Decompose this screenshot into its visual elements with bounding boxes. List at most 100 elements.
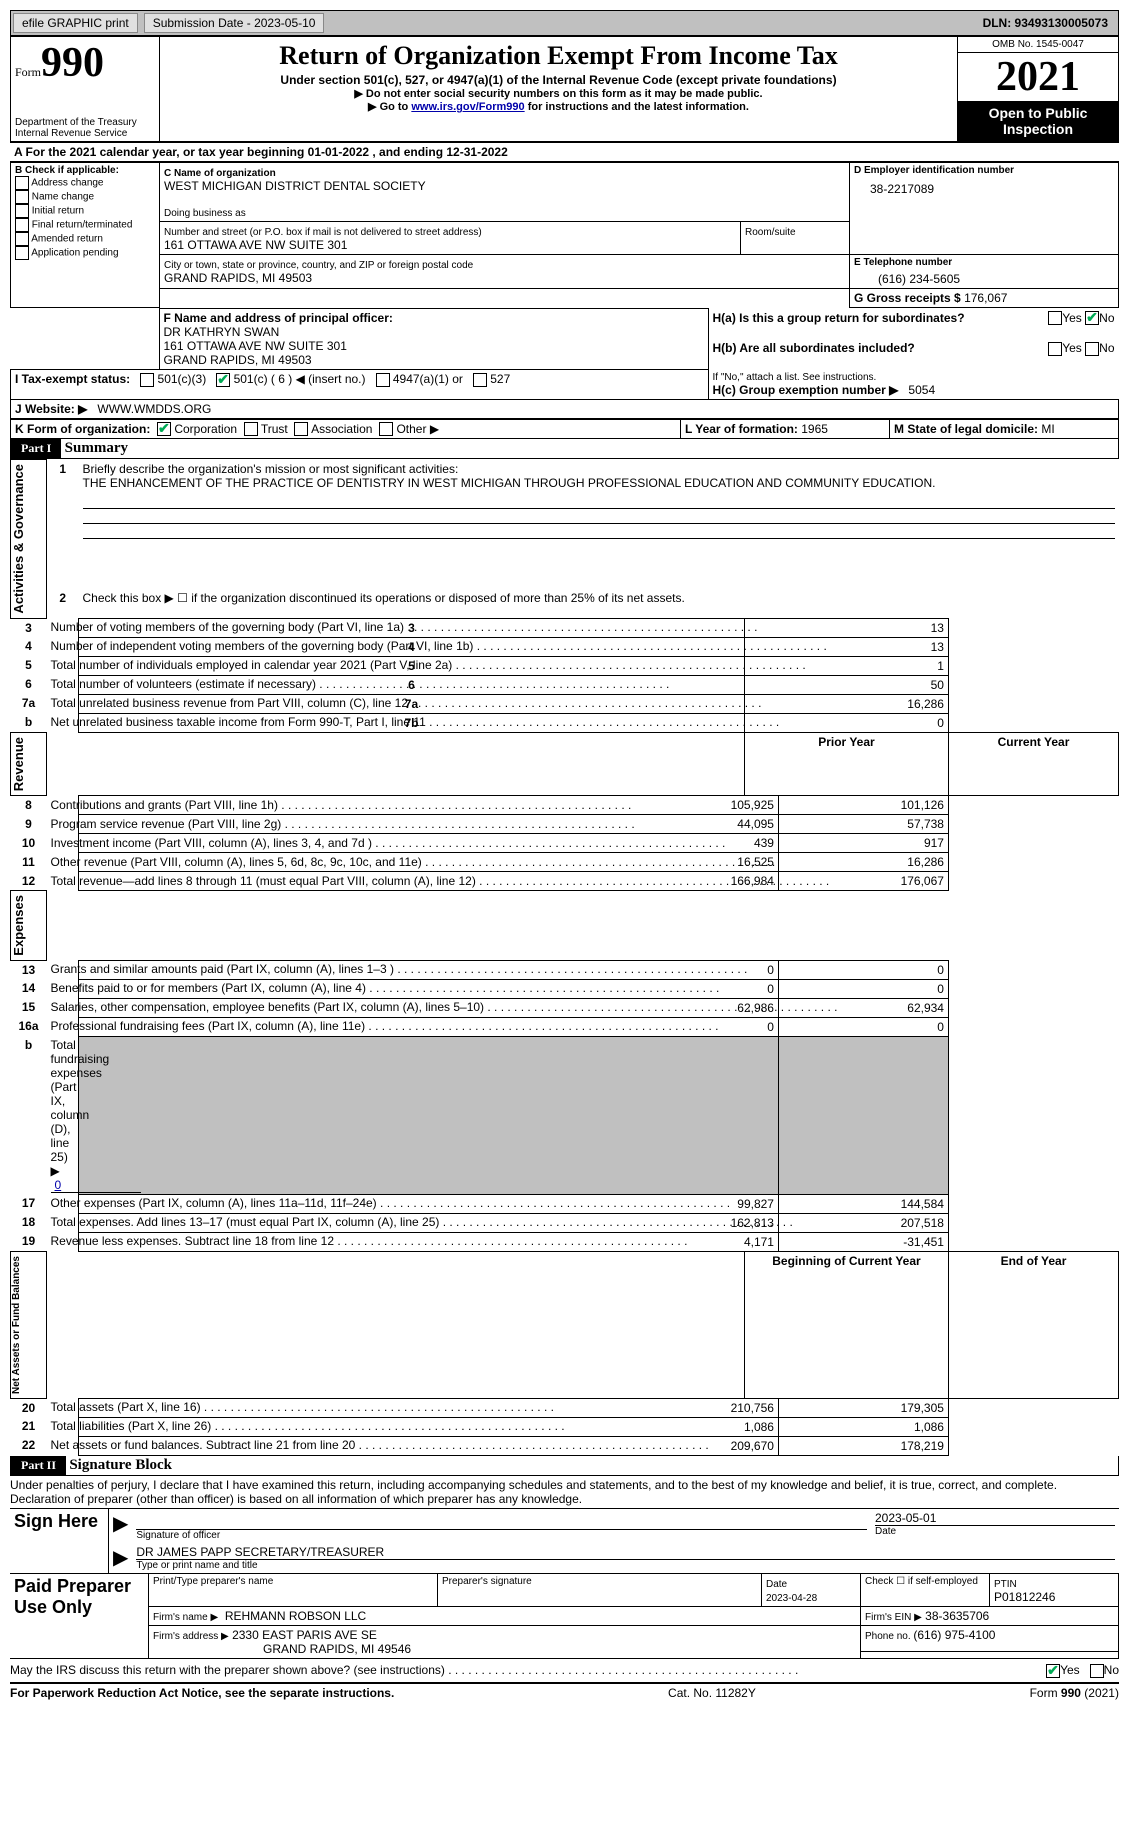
b-option[interactable]: [15, 176, 29, 190]
irs-label: Internal Revenue Service: [15, 128, 155, 139]
e-label: E Telephone number: [854, 257, 1114, 268]
firm-addr1: 2330 EAST PARIS AVE SE: [232, 1628, 377, 1642]
discuss-no[interactable]: [1090, 1664, 1104, 1678]
hc-value: 5054: [908, 383, 935, 397]
b-option[interactable]: [15, 218, 29, 232]
i-4947[interactable]: [376, 373, 390, 387]
sig-officer-label: Signature of officer: [136, 1530, 867, 1541]
hb-label: H(b) Are all subordinates included?: [713, 341, 915, 355]
hb-yes[interactable]: [1048, 342, 1062, 356]
k-corp[interactable]: [157, 422, 171, 436]
l-label: L Year of formation:: [685, 422, 801, 436]
prep-date: 2023-04-28: [766, 1593, 817, 1604]
line-no: 3: [11, 618, 47, 637]
firm-phone-label: Phone no.: [865, 1631, 913, 1642]
b-option[interactable]: [15, 246, 29, 260]
firm-addr-label: Firm's address ▶: [153, 1631, 229, 1642]
part1-title: Summary: [65, 440, 128, 456]
f-label: F Name and address of principal officer:: [164, 311, 393, 325]
b-option[interactable]: [15, 232, 29, 246]
klm-block: K Form of organization: Corporation Trus…: [10, 419, 1119, 440]
col-eoy: End of Year: [948, 1251, 1118, 1398]
hb-no[interactable]: [1085, 342, 1099, 356]
submission-date-button[interactable]: Submission Date - 2023-05-10: [144, 13, 325, 33]
vlabel-rev: Revenue: [11, 733, 26, 795]
self-employed-check[interactable]: Check ☐ if self-employed: [861, 1573, 990, 1606]
irs-link[interactable]: www.irs.gov/Form990: [411, 101, 524, 113]
line-no: 4: [11, 637, 47, 656]
summary-table: Activities & Governance 1 Briefly descri…: [10, 459, 1119, 1455]
ha-yes[interactable]: [1048, 311, 1062, 325]
form-header: Form990 Department of the Treasury Inter…: [10, 36, 1119, 142]
line-no: 21: [11, 1417, 47, 1436]
part2-title: Signature Block: [69, 1457, 172, 1473]
line-no: 12: [11, 872, 47, 891]
k-label: K Form of organization:: [15, 422, 150, 436]
firm-ein-label: Firm's EIN ▶: [865, 1612, 922, 1623]
dept-label: Department of the Treasury: [15, 117, 155, 128]
col-boy: Beginning of Current Year: [744, 1251, 948, 1398]
d-label: D Employer identification number: [854, 165, 1114, 176]
current-year: 57,738: [778, 815, 948, 834]
firm-phone: (616) 975-4100: [913, 1628, 995, 1642]
line-no: 20: [11, 1398, 47, 1417]
col-current-year: Current Year: [948, 732, 1118, 795]
i-501c[interactable]: [216, 373, 230, 387]
line-no: 7a: [11, 694, 47, 713]
form-title: Return of Organization Exempt From Incom…: [164, 41, 953, 71]
gross-receipts: 176,067: [964, 291, 1007, 305]
line-no: 11: [11, 853, 47, 872]
current-year: 917: [778, 834, 948, 853]
efile-print-button[interactable]: efile GRAPHIC print: [13, 13, 138, 33]
dba-label: Doing business as: [164, 208, 246, 219]
i-501c3[interactable]: [140, 373, 154, 387]
l-value: 1965: [801, 422, 828, 436]
current-year: 0: [778, 960, 948, 979]
current-year: 101,126: [778, 796, 948, 815]
current-year: 0: [778, 979, 948, 998]
preparer-label: Paid Preparer Use Only: [14, 1576, 144, 1618]
form-number: Form990: [15, 39, 155, 87]
line-no: 19: [11, 1232, 47, 1251]
line-a: A For the 2021 calendar year, or tax yea…: [10, 142, 1119, 162]
perjury-declaration: Under penalties of perjury, I declare th…: [10, 1476, 1119, 1509]
i-527[interactable]: [473, 373, 487, 387]
b-option[interactable]: [15, 190, 29, 204]
current-year: 178,219: [778, 1436, 948, 1455]
line-no: 14: [11, 979, 47, 998]
efile-topbar: efile GRAPHIC print Submission Date - 20…: [10, 10, 1119, 36]
current-year: 16,286: [778, 853, 948, 872]
i-label: I Tax-exempt status:: [15, 372, 130, 386]
prep-sig-label: Preparer's signature: [442, 1576, 757, 1587]
officer-street: 161 OTTAWA AVE NW SUITE 301: [164, 339, 347, 353]
k-trust[interactable]: [244, 422, 258, 436]
discuss-line: May the IRS discuss this return with the…: [10, 1659, 1119, 1684]
current-year: 207,518: [778, 1213, 948, 1232]
typed-name-label: Type or print name and title: [136, 1560, 1115, 1571]
line-no: 8: [11, 796, 47, 815]
open-inspection: Open to Public Inspection: [958, 101, 1118, 141]
line-no: 2: [47, 589, 79, 618]
k-assoc[interactable]: [294, 422, 308, 436]
part2-header: Part II: [11, 1456, 66, 1475]
org-name: WEST MICHIGAN DISTRICT DENTAL SOCIETY: [164, 179, 426, 193]
mission-text: THE ENHANCEMENT OF THE PRACTICE OF DENTI…: [83, 476, 936, 490]
k-other[interactable]: [379, 422, 393, 436]
line-value: 16,286: [744, 694, 948, 713]
line-no: 5: [11, 656, 47, 675]
line-no: 13: [11, 960, 47, 979]
line-no: b: [11, 1036, 47, 1194]
discuss-yes[interactable]: [1046, 1664, 1060, 1678]
part1-header: Part I: [11, 439, 61, 458]
line2-text: Check this box ▶ ☐ if the organization d…: [79, 589, 1119, 618]
line-no: 16a: [11, 1017, 47, 1036]
firm-name-label: Firm's name ▶: [153, 1612, 218, 1623]
footer-mid: Cat. No. 11282Y: [668, 1686, 756, 1700]
line16b-value[interactable]: 0: [51, 1178, 142, 1193]
current-year: 0: [778, 1017, 948, 1036]
b-option[interactable]: [15, 204, 29, 218]
goto-note: ▶ Go to www.irs.gov/Form990 for instruct…: [164, 100, 953, 113]
line-no: 1: [47, 460, 79, 589]
line-no: 15: [11, 998, 47, 1017]
ha-no[interactable]: [1085, 311, 1099, 325]
